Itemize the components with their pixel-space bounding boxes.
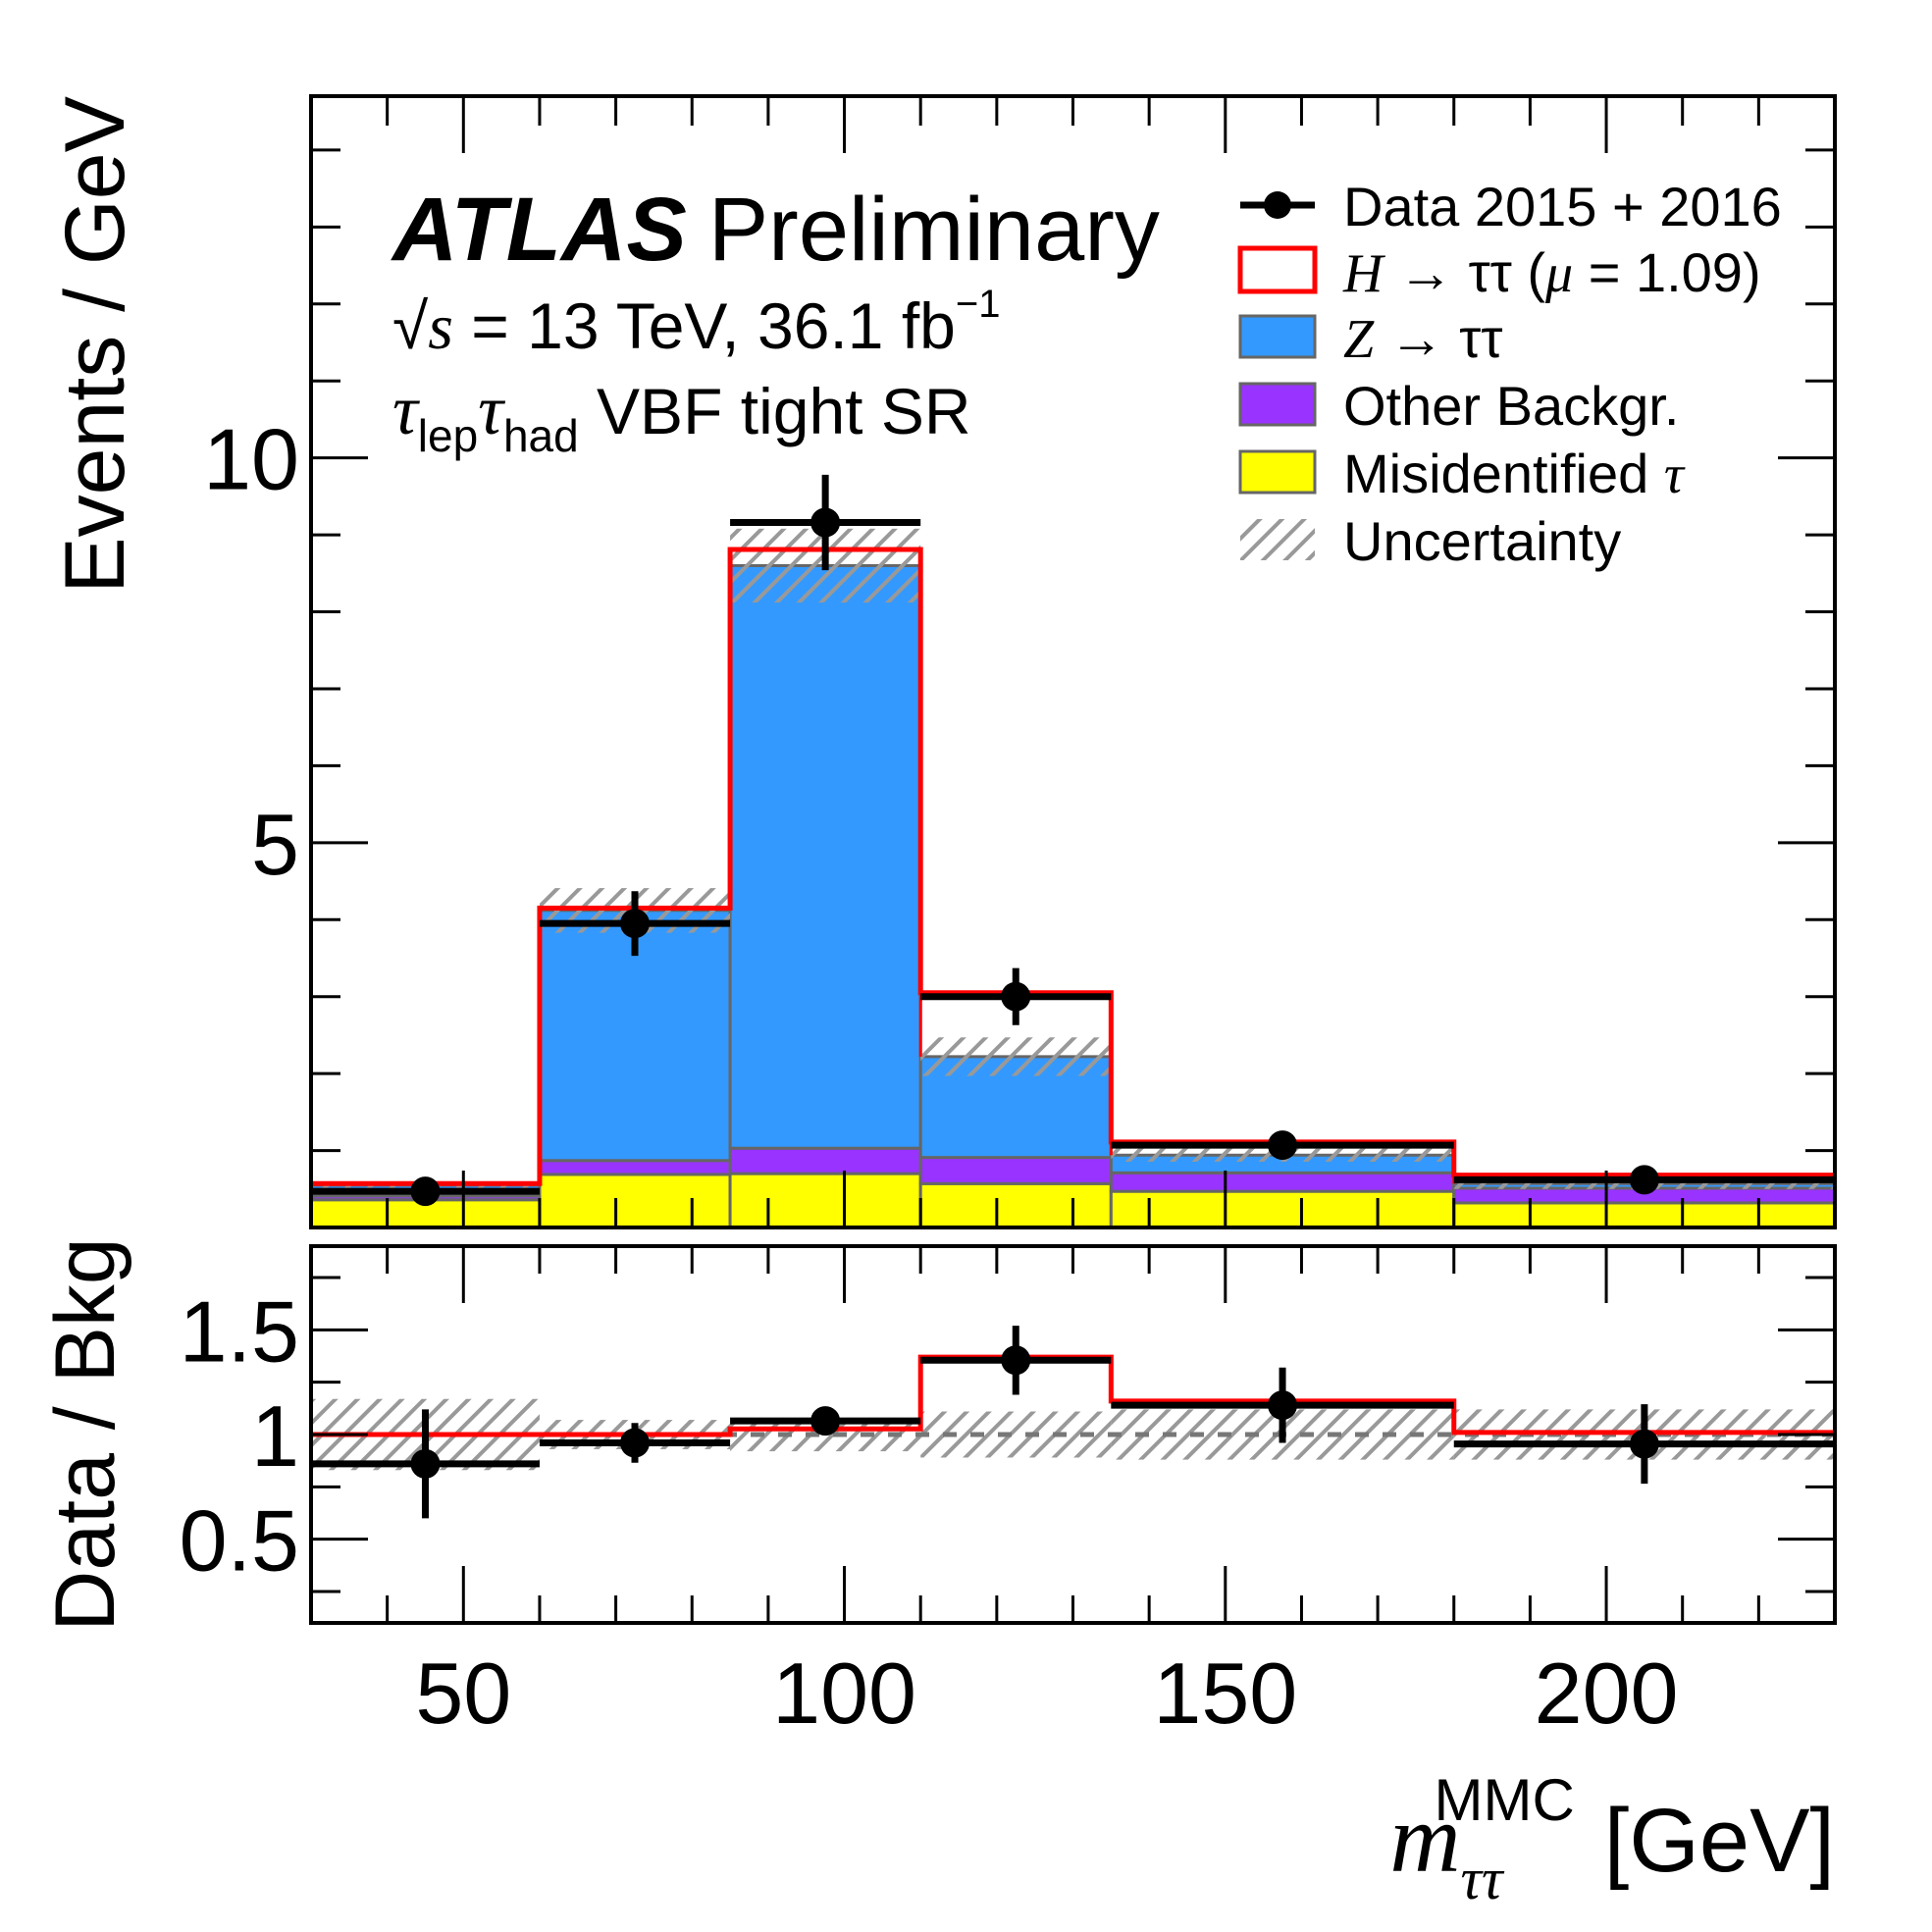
main-axis-ticks: [311, 96, 1835, 1227]
energy-lumi-label: √s = 13 TeV, 36.1 fb−1: [392, 283, 1000, 363]
atlas-experiment: ATLAS: [391, 180, 687, 280]
legend-uncertainty-swatch: [1240, 519, 1315, 560]
energy-lumi-text: = 13 TeV, 36.1 fb: [453, 289, 956, 362]
legend-label-data: Data 2015 + 2016: [1343, 176, 1782, 237]
bar-misidentified-bin-6: [1452, 1201, 1837, 1229]
legend-label-misid: Misidentified τ: [1343, 443, 1686, 505]
x-label-unit: [GeV]: [1604, 1791, 1835, 1891]
data-point-bin-4: [1001, 981, 1031, 1012]
legend-item-misid: Misidentified τ: [1238, 443, 1686, 505]
legend-higgs-arrow: → ττ (: [1383, 241, 1545, 303]
data-point-bin-1: [410, 1176, 441, 1207]
bar-misidentified-bin-3: [728, 1172, 922, 1229]
y-tick-label: 10: [203, 411, 299, 508]
legend-label-uncertainty: Uncertainty: [1343, 510, 1621, 572]
bar-other-backgr-bin-2: [538, 1159, 732, 1176]
legend-misid-text: Misidentified: [1343, 443, 1664, 504]
region-label: τlepτhad VBF tight SR: [392, 371, 971, 461]
x-label-superscript: MMC: [1434, 1767, 1574, 1833]
region-text: VBF tight SR: [579, 375, 971, 447]
legend-higgs-swatch: [1237, 245, 1318, 294]
legend-other-swatch: [1238, 382, 1317, 427]
ratio-y-tick-label: 0.5: [180, 1492, 299, 1590]
legend-item-other: Other Backgr.: [1238, 375, 1679, 437]
ratio-point-bin-3: [810, 1406, 841, 1436]
x-label-m: m: [1389, 1784, 1460, 1893]
bar-other-backgr-bin-5: [1109, 1171, 1456, 1193]
x-tick-label: 200: [1535, 1645, 1679, 1742]
main-stack-layer: [309, 563, 1837, 1229]
ratio-point-bin-6: [1629, 1429, 1659, 1459]
lumi-exponent: −1: [956, 283, 1001, 326]
legend-item-higgs: H → ττ (μ = 1.09): [1237, 241, 1761, 304]
ratio-point-bin-2: [620, 1428, 651, 1458]
bar-misidentified-bin-4: [918, 1181, 1113, 1229]
ratio-axis-ticks: [311, 1246, 1835, 1623]
bar-z-bin-3: [728, 563, 922, 1150]
uncertainty-band-bin-4: [920, 1037, 1112, 1076]
x-label-subscript: ττ: [1461, 1847, 1505, 1911]
legend-label-other: Other Backgr.: [1343, 375, 1679, 437]
tau-lep-symbol: τ: [392, 371, 420, 449]
tau-had-subscript: had: [503, 410, 579, 461]
data-point-bin-5: [1268, 1130, 1298, 1161]
legend-misid-tau: τ: [1664, 444, 1686, 505]
x-tick-label: 100: [772, 1645, 916, 1742]
tau-had-symbol: τ: [478, 371, 505, 449]
bar-other-backgr-bin-4: [918, 1156, 1113, 1185]
legend: Data 2015 + 2016 H → ττ (μ = 1.09) Z → τ…: [1237, 176, 1782, 572]
legend-label-ztautau: Z → ττ: [1343, 307, 1503, 370]
data-point-bin-3: [810, 507, 841, 538]
ratio-point-bin-5: [1268, 1390, 1298, 1421]
legend-data-marker: [1264, 191, 1291, 219]
ratio-y-tick-label: 1.5: [180, 1282, 299, 1380]
data-point-bin-6: [1629, 1165, 1659, 1195]
atlas-status: Preliminary: [708, 180, 1160, 280]
atlas-label: ATLAS Preliminary: [391, 180, 1160, 280]
main-plot-frame: [309, 94, 1837, 1229]
legend-higgs-mu: μ: [1544, 243, 1573, 304]
legend-misid-swatch: [1238, 449, 1317, 495]
ratio-data-layer: [311, 1326, 1835, 1519]
ratio-plot-frame: [309, 1244, 1837, 1625]
legend-z-symbol: Z: [1343, 309, 1375, 370]
x-axis-label: mττ MMC [GeV]: [1389, 1767, 1835, 1911]
legend-label-higgs: H → ττ (μ = 1.09): [1342, 241, 1761, 304]
y-axis-label: Events / GeV: [48, 96, 142, 594]
s-symbol: s: [428, 291, 453, 363]
legend-ztautau-swatch: [1238, 314, 1317, 359]
y-tick-label: 5: [251, 796, 299, 893]
legend-higgs-value: = 1.09): [1573, 241, 1760, 303]
ratio-y-axis-label: Data / Bkg: [38, 1237, 132, 1632]
ratio-y-tick-label: 1: [251, 1387, 299, 1485]
bar-misidentified-bin-2: [538, 1173, 732, 1229]
tau-lep-subscript: lep: [418, 410, 478, 461]
main-data-layer: [311, 474, 1835, 1207]
legend-item-ztautau: Z → ττ: [1238, 307, 1503, 370]
legend-item-uncertainty: Uncertainty: [1240, 510, 1621, 572]
bar-other-backgr-bin-3: [728, 1146, 922, 1175]
bar-misidentified-bin-5: [1109, 1189, 1456, 1229]
x-tick-label: 50: [415, 1645, 511, 1742]
ratio-point-bin-4: [1001, 1345, 1031, 1376]
data-point-bin-2: [620, 909, 651, 939]
tick-labels: 50 100 150 200 5 10 0.511.5: [180, 411, 1679, 1742]
x-tick-label: 150: [1153, 1645, 1297, 1742]
ratio-point-bin-1: [410, 1448, 441, 1479]
legend-higgs-H: H: [1342, 243, 1385, 304]
legend-item-data: Data 2015 + 2016: [1240, 176, 1782, 237]
legend-z-decay: → ττ: [1374, 307, 1502, 369]
sqrt-symbol: √: [392, 289, 429, 362]
